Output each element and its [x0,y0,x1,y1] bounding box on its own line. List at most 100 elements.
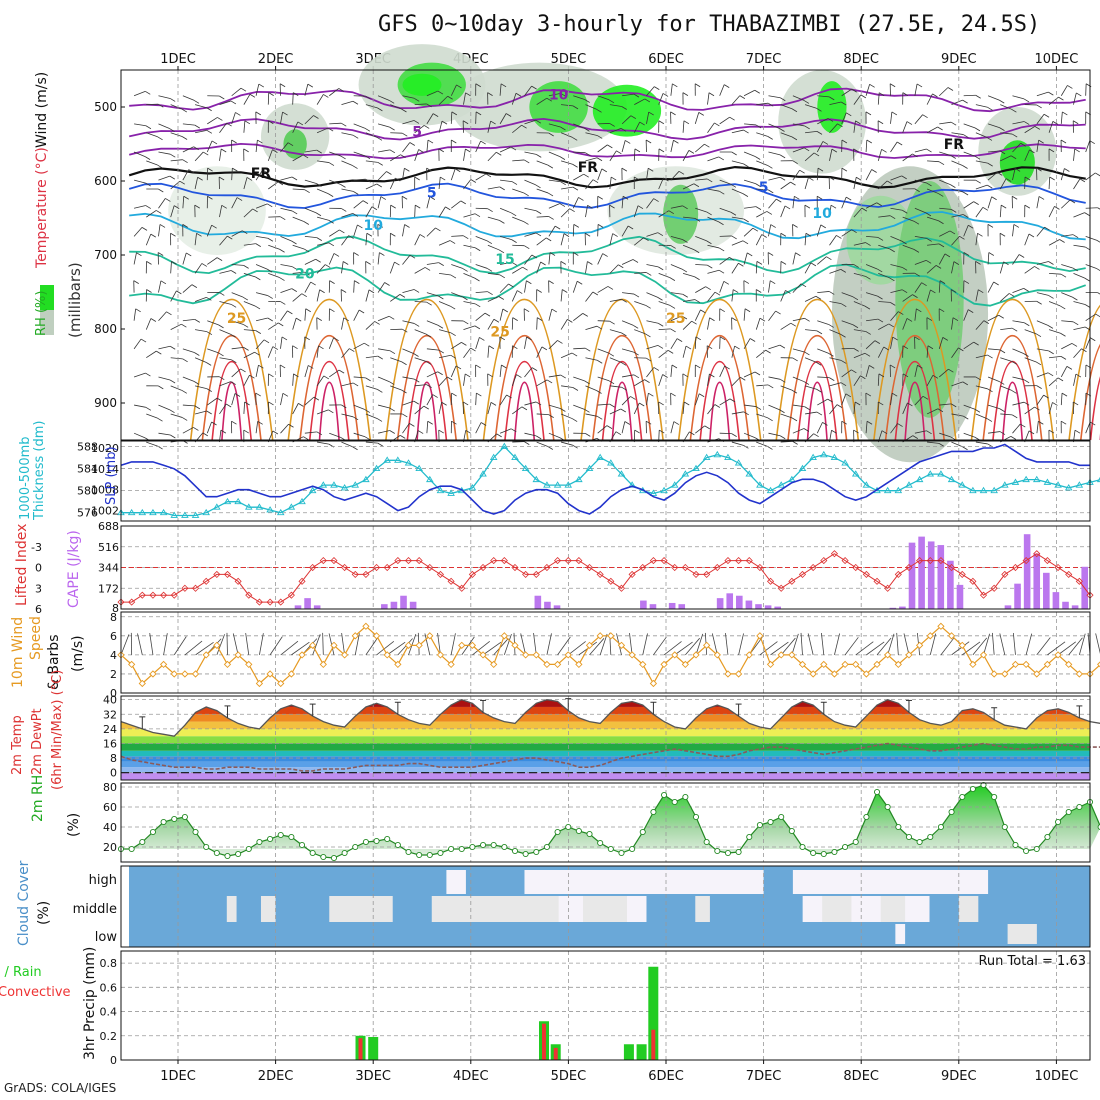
lifted-index-point [703,570,711,578]
wind-barb [133,308,137,321]
wind-barb [463,92,466,105]
wind-barb-flag [853,264,859,268]
wind-barb [1049,272,1062,275]
wind-barb [914,259,927,265]
wind-speed-point [532,651,540,659]
wind-barb-flag [523,221,529,225]
wind-barb [975,354,988,359]
wind-barb [1048,96,1059,105]
wind-barb-flag [648,111,654,116]
wind-barb [878,180,888,190]
wind-barb-flag [999,232,1006,237]
wind-barb-flag [417,430,424,434]
wind-barb [548,203,561,209]
wind-barb-flag [926,238,932,242]
wind-barb-flag [287,142,294,147]
lifted-index-point [394,557,402,565]
wind-barb-flag [329,280,335,284]
wind-barb-flag [329,308,335,313]
wind-barb [695,178,708,181]
wind-barb [317,160,330,163]
surface-wind-barb [341,633,346,655]
lifted-index-point [341,563,349,572]
wind-barb-flag [499,274,505,279]
wind-barb-flag [1060,305,1066,310]
wind-barb [829,205,832,218]
wind-barb [804,177,809,190]
wind-barb [194,129,207,134]
wind-barb-flag [1096,268,1100,272]
wind-barb [219,301,232,305]
wind-barb [622,93,635,97]
wind-barb [841,196,847,209]
rh-point [1001,823,1008,831]
wind-barb-flag [770,224,776,228]
wind-barb-flag [255,276,261,281]
wind-barb-flag [738,262,744,267]
thickness-point [990,486,998,494]
temp-band [121,761,1090,768]
wind-barb-flag [987,184,993,189]
grads-credit: GrADS: COLA/IGES [4,1081,117,1095]
wind-barb-flag [447,95,453,100]
surface-wind-barb [663,641,682,656]
wind-barb-flag [308,365,314,369]
wind-barb-flag [282,111,288,116]
wind-speed-point [628,651,636,659]
wind-barb-flag [1024,322,1030,327]
wind-barb [377,315,390,322]
lifted-index-point [958,570,966,578]
wind-barb [463,347,471,358]
wind-barb [646,367,655,378]
warm-dome-contour [884,334,945,441]
temp-band [121,736,1090,744]
wind-barb [438,329,451,334]
wind-barb [414,205,416,218]
contour-label: 10 [812,206,832,222]
wind-barb [731,95,741,105]
wind-speed-point [170,670,178,678]
thickness-point [905,481,913,488]
thickness-point [532,475,541,483]
rh-point [586,830,593,838]
wind-barb-flag [560,408,566,412]
wind-barb [866,235,879,238]
cloud-block [792,870,989,894]
lifted-index-point [671,563,679,572]
wind-barb [1085,235,1098,241]
wind-barb [524,254,533,265]
wind-barb [633,121,641,133]
wind-barb [475,140,482,153]
wind-barb-flag [169,175,176,180]
wind-barb-flag [371,206,378,211]
wind-barb-flag [612,233,618,237]
warm-dome-contour [1080,343,1100,441]
contour-label: FR [578,160,599,176]
wind-barb-flag [460,200,466,205]
wind-barb-flag [653,198,659,202]
wind-barb-flag [413,289,420,293]
wind-barb [560,160,573,165]
wind-barb-flag [949,230,956,235]
wind-barb-flag [181,108,188,113]
date-tick-label: 5DEC [551,52,587,67]
wind-barb-flag [986,137,993,141]
lifted-index-point [788,577,796,585]
wind-barb-flag [1084,304,1091,308]
wind-barb [170,385,182,391]
wind-barb [768,280,771,293]
wind-barb-flag [974,408,981,413]
wind-barb [341,261,344,274]
wind-barb [670,171,680,181]
wind-barb-flag [315,258,321,263]
wind-barb [792,252,796,265]
wind-barb-flag [328,162,335,166]
wind-barb [158,175,170,181]
wind-barb-flag [207,167,213,172]
rh-point [959,793,966,801]
wind-barb-flag [572,186,579,191]
wind-barb-flag [1052,121,1059,125]
wind-barb [1073,301,1086,305]
wind-barb-flag [852,324,859,329]
wind-barb [475,291,488,293]
